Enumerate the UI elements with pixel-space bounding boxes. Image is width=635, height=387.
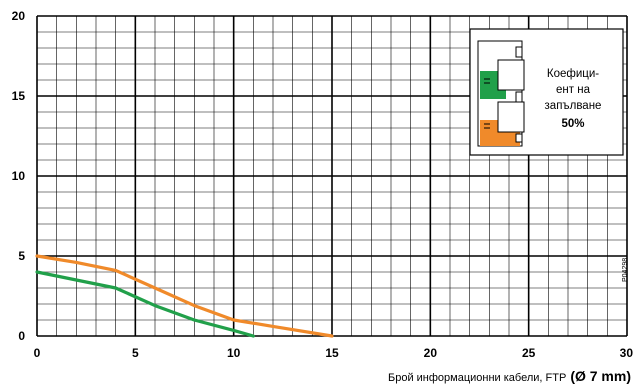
fill-ratio-icon <box>477 40 525 147</box>
x-tick-label: 15 <box>325 346 339 360</box>
x-tick-label: 20 <box>424 346 438 360</box>
x-axis-label-unit: (Ø 7 mm) <box>570 368 631 384</box>
legend: Коефици- ент на запълване 50% <box>469 28 624 156</box>
x-tick-label: 25 <box>522 346 536 360</box>
y-axis-tick-labels: 0 5 10 15 20 <box>12 9 26 343</box>
y-tick-label: 20 <box>12 9 26 23</box>
legend-line-2: ент на <box>556 84 591 96</box>
series-line-green <box>35 270 255 338</box>
y-tick-label: 5 <box>18 249 25 263</box>
y-tick-label: 10 <box>12 169 26 183</box>
x-tick-label: 5 <box>132 346 139 360</box>
figure-code: P04298 <box>622 258 629 282</box>
x-axis-label-text: Брой информационни кабели, FTP <box>388 372 566 384</box>
series-line-orange <box>35 254 334 338</box>
x-axis-tick-labels: 0 5 10 15 20 25 30 <box>34 346 634 360</box>
legend-line-1: Коефици- <box>547 68 599 80</box>
y-tick-label: 0 <box>18 329 25 343</box>
legend-line-3: запълване <box>545 100 602 112</box>
legend-value: 50% <box>561 118 584 130</box>
chart-series <box>35 254 334 338</box>
x-tick-label: 10 <box>227 346 241 360</box>
x-tick-label: 0 <box>34 346 41 360</box>
x-tick-label: 30 <box>620 346 634 360</box>
y-tick-label: 15 <box>12 89 26 103</box>
x-axis-label: Брой информационни кабели, FTP (Ø 7 mm) <box>388 368 631 384</box>
